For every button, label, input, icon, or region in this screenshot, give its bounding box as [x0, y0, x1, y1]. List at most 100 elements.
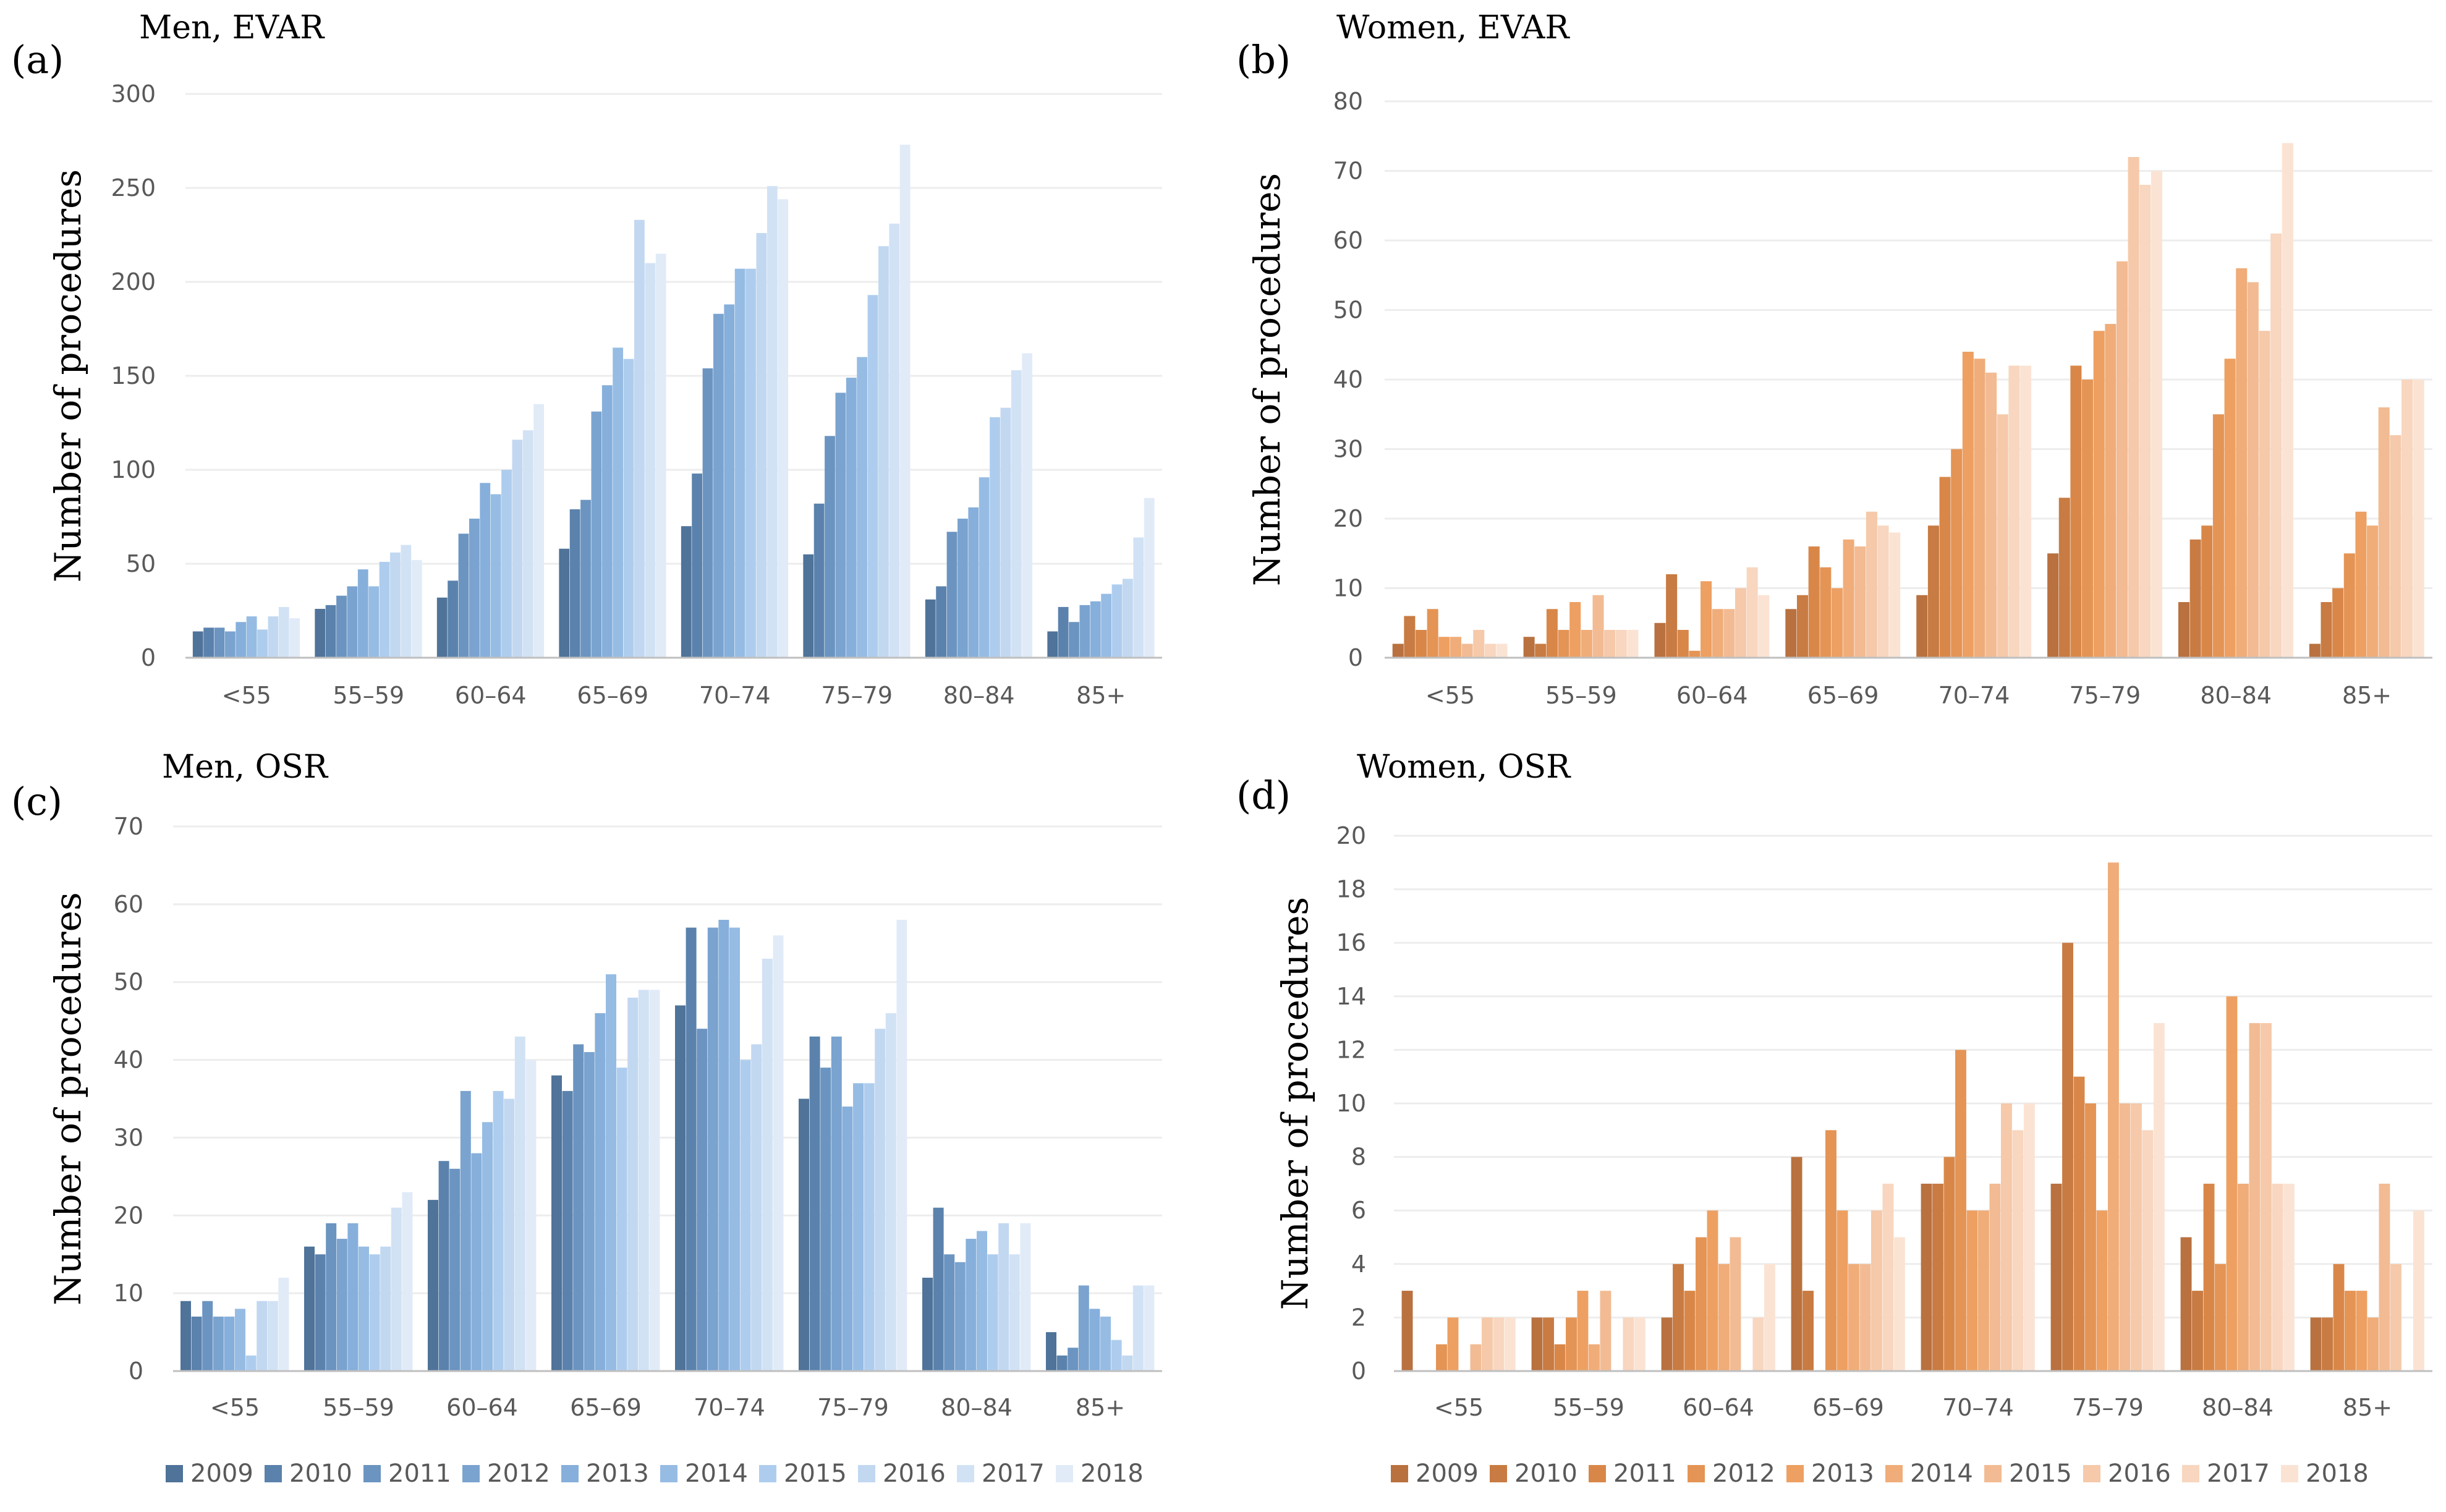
legend-swatch [1984, 1465, 2002, 1482]
bar-c-2013-3 [595, 1013, 606, 1371]
bar-a-2014-2 [490, 494, 501, 658]
bar-d-2018-7 [2413, 1210, 2424, 1371]
bar-a-2009-0 [192, 631, 203, 658]
bar-d-2013-1 [1577, 1291, 1589, 1371]
legend-swatch [2083, 1465, 2100, 1482]
bar-d-2018-0 [1504, 1317, 1516, 1371]
bar-c-2018-6 [1020, 1223, 1031, 1371]
y-tick-label: 18 [1336, 876, 1366, 903]
bar-c-2009-6 [922, 1277, 933, 1371]
y-tick-label: 250 [111, 174, 156, 202]
bar-d-2016-7 [2390, 1264, 2401, 1371]
bar-a-2009-2 [436, 597, 448, 658]
bar-b-2012-6 [2212, 414, 2224, 658]
x-category-label: 75–79 [821, 682, 893, 709]
bar-c-2009-1 [304, 1246, 315, 1371]
bar-a-2017-7 [1133, 537, 1144, 658]
bar-b-2014-6 [2236, 268, 2248, 658]
bar-b-2010-3 [1796, 595, 1809, 658]
bar-c-2010-6 [933, 1207, 944, 1371]
bar-c-2016-6 [998, 1223, 1009, 1371]
y-axis-label: Number of procedures [47, 169, 89, 582]
bar-d-2017-3 [1882, 1183, 1894, 1371]
legend-swatch [1056, 1465, 1073, 1482]
bar-a-2013-3 [601, 385, 613, 658]
bar-d-2011-5 [2073, 1076, 2085, 1371]
bar-b-2015-0 [1461, 643, 1473, 658]
bar-a-2009-6 [925, 599, 936, 658]
bar-a-2010-0 [203, 627, 214, 658]
bar-d-2015-5 [2119, 1103, 2131, 1371]
bar-a-2018-2 [533, 404, 545, 658]
bar-b-2009-5 [2047, 553, 2059, 658]
bar-b-2017-3 [1877, 525, 1889, 658]
x-category-label: 55–59 [1545, 682, 1617, 709]
bar-c-2014-7 [1100, 1316, 1111, 1371]
bar-c-2009-2 [428, 1200, 438, 1371]
bar-a-2012-6 [957, 519, 968, 658]
y-tick-label: 50 [114, 969, 143, 996]
bar-a-2014-6 [979, 477, 990, 658]
bar-c-2010-1 [315, 1254, 326, 1371]
y-tick-label: 60 [1333, 227, 1363, 254]
bar-b-2017-5 [2139, 185, 2151, 658]
bar-b-2018-7 [2413, 380, 2424, 658]
bar-a-2013-0 [236, 622, 247, 658]
bar-a-2011-0 [214, 627, 225, 658]
legend-swatch [1885, 1465, 1903, 1482]
bar-d-2015-3 [1859, 1264, 1871, 1371]
bar-a-2011-7 [1069, 622, 1079, 658]
bar-b-2010-2 [1666, 574, 1678, 658]
bar-d-2017-2 [1752, 1317, 1764, 1371]
bar-b-2012-2 [1689, 650, 1701, 658]
bar-d-2009-4 [1921, 1183, 1932, 1371]
bar-a-2018-5 [899, 145, 911, 658]
bar-b-2011-4 [1939, 477, 1951, 658]
bar-d-2012-7 [2345, 1291, 2356, 1371]
bar-c-2016-0 [257, 1301, 268, 1371]
bar-d-2012-4 [1955, 1050, 1966, 1371]
legend-swatch [1688, 1465, 1705, 1482]
x-category-label: <55 [1425, 682, 1475, 709]
chart-title: Men, EVAR [139, 9, 325, 46]
bar-d-2017-6 [2272, 1183, 2283, 1371]
x-category-label: <55 [222, 682, 271, 709]
y-axis-label: Number of procedures [1246, 173, 1288, 586]
bar-d-2013-0 [1447, 1317, 1459, 1371]
bar-b-2015-1 [1592, 595, 1604, 658]
bar-d-2014-4 [1978, 1210, 1989, 1371]
bar-a-2016-1 [390, 552, 401, 658]
bar-a-2011-3 [580, 499, 591, 658]
bar-a-2011-5 [825, 436, 835, 658]
bar-a-2015-0 [257, 629, 268, 658]
bar-c-2015-7 [1111, 1340, 1122, 1371]
bar-b-2016-2 [1735, 588, 1747, 658]
bar-d-2013-4 [1966, 1210, 1978, 1371]
chart-title: Women, EVAR [1336, 9, 1570, 46]
bar-b-2013-6 [2224, 359, 2236, 658]
bar-c-2016-4 [751, 1044, 762, 1371]
y-tick-label: 30 [1333, 436, 1363, 463]
bar-a-2017-4 [766, 185, 778, 658]
bar-b-2017-0 [1484, 643, 1496, 658]
bar-b-2014-2 [1712, 609, 1723, 658]
bar-a-2015-5 [867, 295, 878, 658]
bar-d-2011-2 [1684, 1291, 1696, 1371]
legend-label: 2018 [2306, 1459, 2369, 1488]
bar-d-2010-2 [1673, 1264, 1684, 1371]
y-tick-label: 10 [114, 1280, 143, 1307]
bar-d-2013-3 [1837, 1210, 1848, 1371]
bar-c-2012-7 [1078, 1285, 1089, 1371]
bar-c-2014-5 [853, 1083, 864, 1371]
y-tick-label: 50 [1333, 297, 1363, 324]
bar-b-2010-6 [2189, 539, 2201, 658]
bar-d-2013-5 [2096, 1210, 2108, 1371]
bar-b-2018-5 [2151, 171, 2162, 658]
bar-d-2013-2 [1707, 1210, 1718, 1371]
bar-c-2011-7 [1068, 1348, 1079, 1371]
bar-a-2009-4 [681, 526, 692, 658]
bar-c-2017-5 [885, 1013, 896, 1371]
bar-c-2009-0 [180, 1301, 191, 1371]
bar-a-2009-7 [1047, 631, 1058, 658]
